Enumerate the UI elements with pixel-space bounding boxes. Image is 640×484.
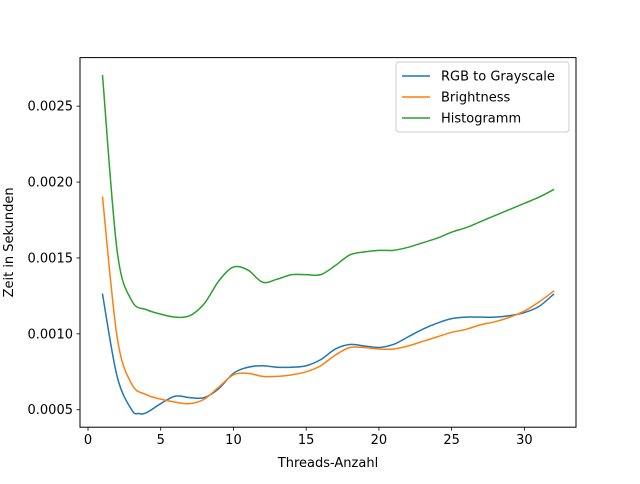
x-axis-label: Threads-Anzahl (277, 456, 378, 471)
plot-lines (101, 75, 555, 415)
x-tick-label: 0 (84, 433, 92, 448)
series-line-2 (101, 75, 555, 319)
x-tick-label: 30 (516, 433, 533, 448)
x-tick-label: 15 (298, 433, 315, 448)
legend-label-2: Histogramm (441, 112, 521, 127)
x-tick-label: 20 (371, 433, 388, 448)
legend-label-1: Brightness (441, 91, 510, 106)
x-tick-label: 10 (225, 433, 242, 448)
y-axis-label: Zeit in Sekunden (2, 187, 17, 297)
legend-box (395, 61, 570, 133)
axes-frame (79, 57, 577, 428)
series-line-1 (101, 196, 555, 405)
y-tick-label: 0.0005 (28, 403, 74, 418)
series-line-0 (101, 293, 555, 415)
legend-label-0: RGB to Grayscale (441, 70, 555, 85)
y-tick-label: 0.0010 (28, 327, 74, 342)
legend: RGB to Grayscale Brightness Histogramm (395, 61, 570, 133)
y-tick-label: 0.0015 (28, 251, 74, 266)
y-tick-label: 0.0020 (28, 176, 74, 191)
y-tick-label: 0.0025 (28, 100, 74, 115)
x-tick-label: 25 (443, 433, 460, 448)
y-axis-ticks: 0.0005 0.0010 0.0015 0.0020 0.0025 (28, 100, 80, 418)
x-tick-label: 5 (157, 433, 165, 448)
x-axis-ticks: 0 5 10 15 20 25 30 (84, 427, 533, 448)
